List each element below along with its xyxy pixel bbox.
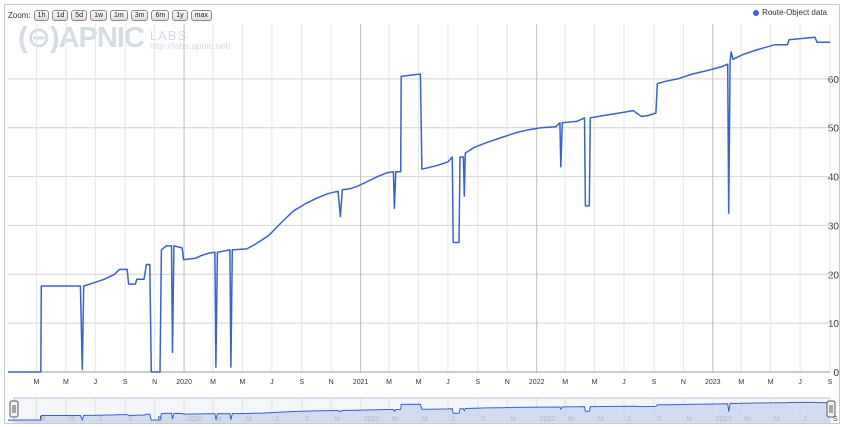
navigator-right-handle[interactable] bbox=[826, 400, 836, 418]
x-tick-label: 2020 bbox=[176, 379, 192, 386]
x-tick-label: M bbox=[416, 379, 422, 386]
chart-legend[interactable]: Route-Object data bbox=[753, 8, 827, 17]
x-tick-label: N bbox=[329, 379, 334, 386]
navigator-area bbox=[8, 402, 830, 422]
y-tick-label: 20 bbox=[828, 270, 840, 281]
x-tick-label: 2021 bbox=[353, 379, 369, 386]
apnic-labs-watermark: (⊖)APNIC LABS http://labs.apnic.net/ bbox=[18, 22, 231, 54]
zoom-1y-button[interactable]: 1y bbox=[172, 9, 188, 21]
legend-label: Route-Object data bbox=[762, 8, 827, 17]
watermark-labs-text: LABS bbox=[149, 28, 188, 43]
x-tick-label: M bbox=[63, 379, 69, 386]
legend-marker-icon bbox=[753, 9, 760, 16]
chart-frame bbox=[4, 4, 840, 424]
x-tick-label: S bbox=[652, 379, 657, 386]
x-tick-label: N bbox=[681, 379, 686, 386]
x-tick-label: N bbox=[152, 379, 157, 386]
navigator-series-line bbox=[8, 401, 830, 422]
x-tick-label: M bbox=[768, 379, 774, 386]
x-tick-label: J bbox=[798, 379, 802, 386]
x-tick-label: M bbox=[738, 379, 744, 386]
x-tick-label: M bbox=[210, 379, 216, 386]
zoom-toolbar: Zoom: 1h 1d 5d 1w 1m 3m 6m 1y max bbox=[8, 8, 212, 22]
x-tick-label: J bbox=[94, 379, 98, 386]
apnic-logo: (⊖)APNIC bbox=[18, 22, 145, 54]
x-tick-label: M bbox=[562, 379, 568, 386]
zoom-1m-button[interactable]: 1m bbox=[110, 9, 128, 21]
x-tick-label: S bbox=[123, 379, 128, 386]
zoom-6m-button[interactable]: 6m bbox=[151, 9, 170, 21]
y-tick-label: 30 bbox=[828, 221, 840, 232]
zoom-max-button[interactable]: max bbox=[190, 9, 212, 21]
x-tick-label: J bbox=[270, 379, 274, 386]
zoom-1d-button[interactable]: 1d bbox=[52, 9, 69, 21]
x-tick-label: M bbox=[34, 379, 40, 386]
y-tick-label: 0 bbox=[833, 368, 839, 379]
x-tick-label: M bbox=[592, 379, 598, 386]
navigator-left-handle[interactable] bbox=[9, 400, 19, 418]
watermark-url-text: http://labs.apnic.net/ bbox=[149, 41, 231, 51]
x-tick-label: S bbox=[476, 379, 481, 386]
x-tick-label: S bbox=[299, 379, 304, 386]
x-tick-label: N bbox=[505, 379, 510, 386]
x-tick-label: J bbox=[622, 379, 626, 386]
x-tick-label: S bbox=[828, 379, 833, 386]
x-tick-label: M bbox=[240, 379, 246, 386]
y-tick-label: 10 bbox=[828, 319, 840, 330]
navigator-tick-label: S bbox=[833, 416, 838, 423]
series-line-route-object-data bbox=[8, 36, 830, 373]
x-tick-label: J bbox=[446, 379, 450, 386]
zoom-1w-button[interactable]: 1w bbox=[90, 9, 108, 21]
y-tick-label: 50 bbox=[828, 124, 840, 135]
zoom-1h-button[interactable]: 1h bbox=[33, 9, 50, 21]
zoom-label: Zoom: bbox=[8, 10, 31, 20]
x-tick-label: 2022 bbox=[529, 379, 545, 386]
zoom-5d-button[interactable]: 5d bbox=[71, 9, 88, 21]
zoom-3m-button[interactable]: 3m bbox=[130, 9, 149, 21]
x-tick-label: M bbox=[386, 379, 392, 386]
y-tick-label: 60 bbox=[828, 75, 840, 86]
y-tick-label: 40 bbox=[828, 173, 840, 184]
x-tick-label: 2023 bbox=[705, 379, 721, 386]
